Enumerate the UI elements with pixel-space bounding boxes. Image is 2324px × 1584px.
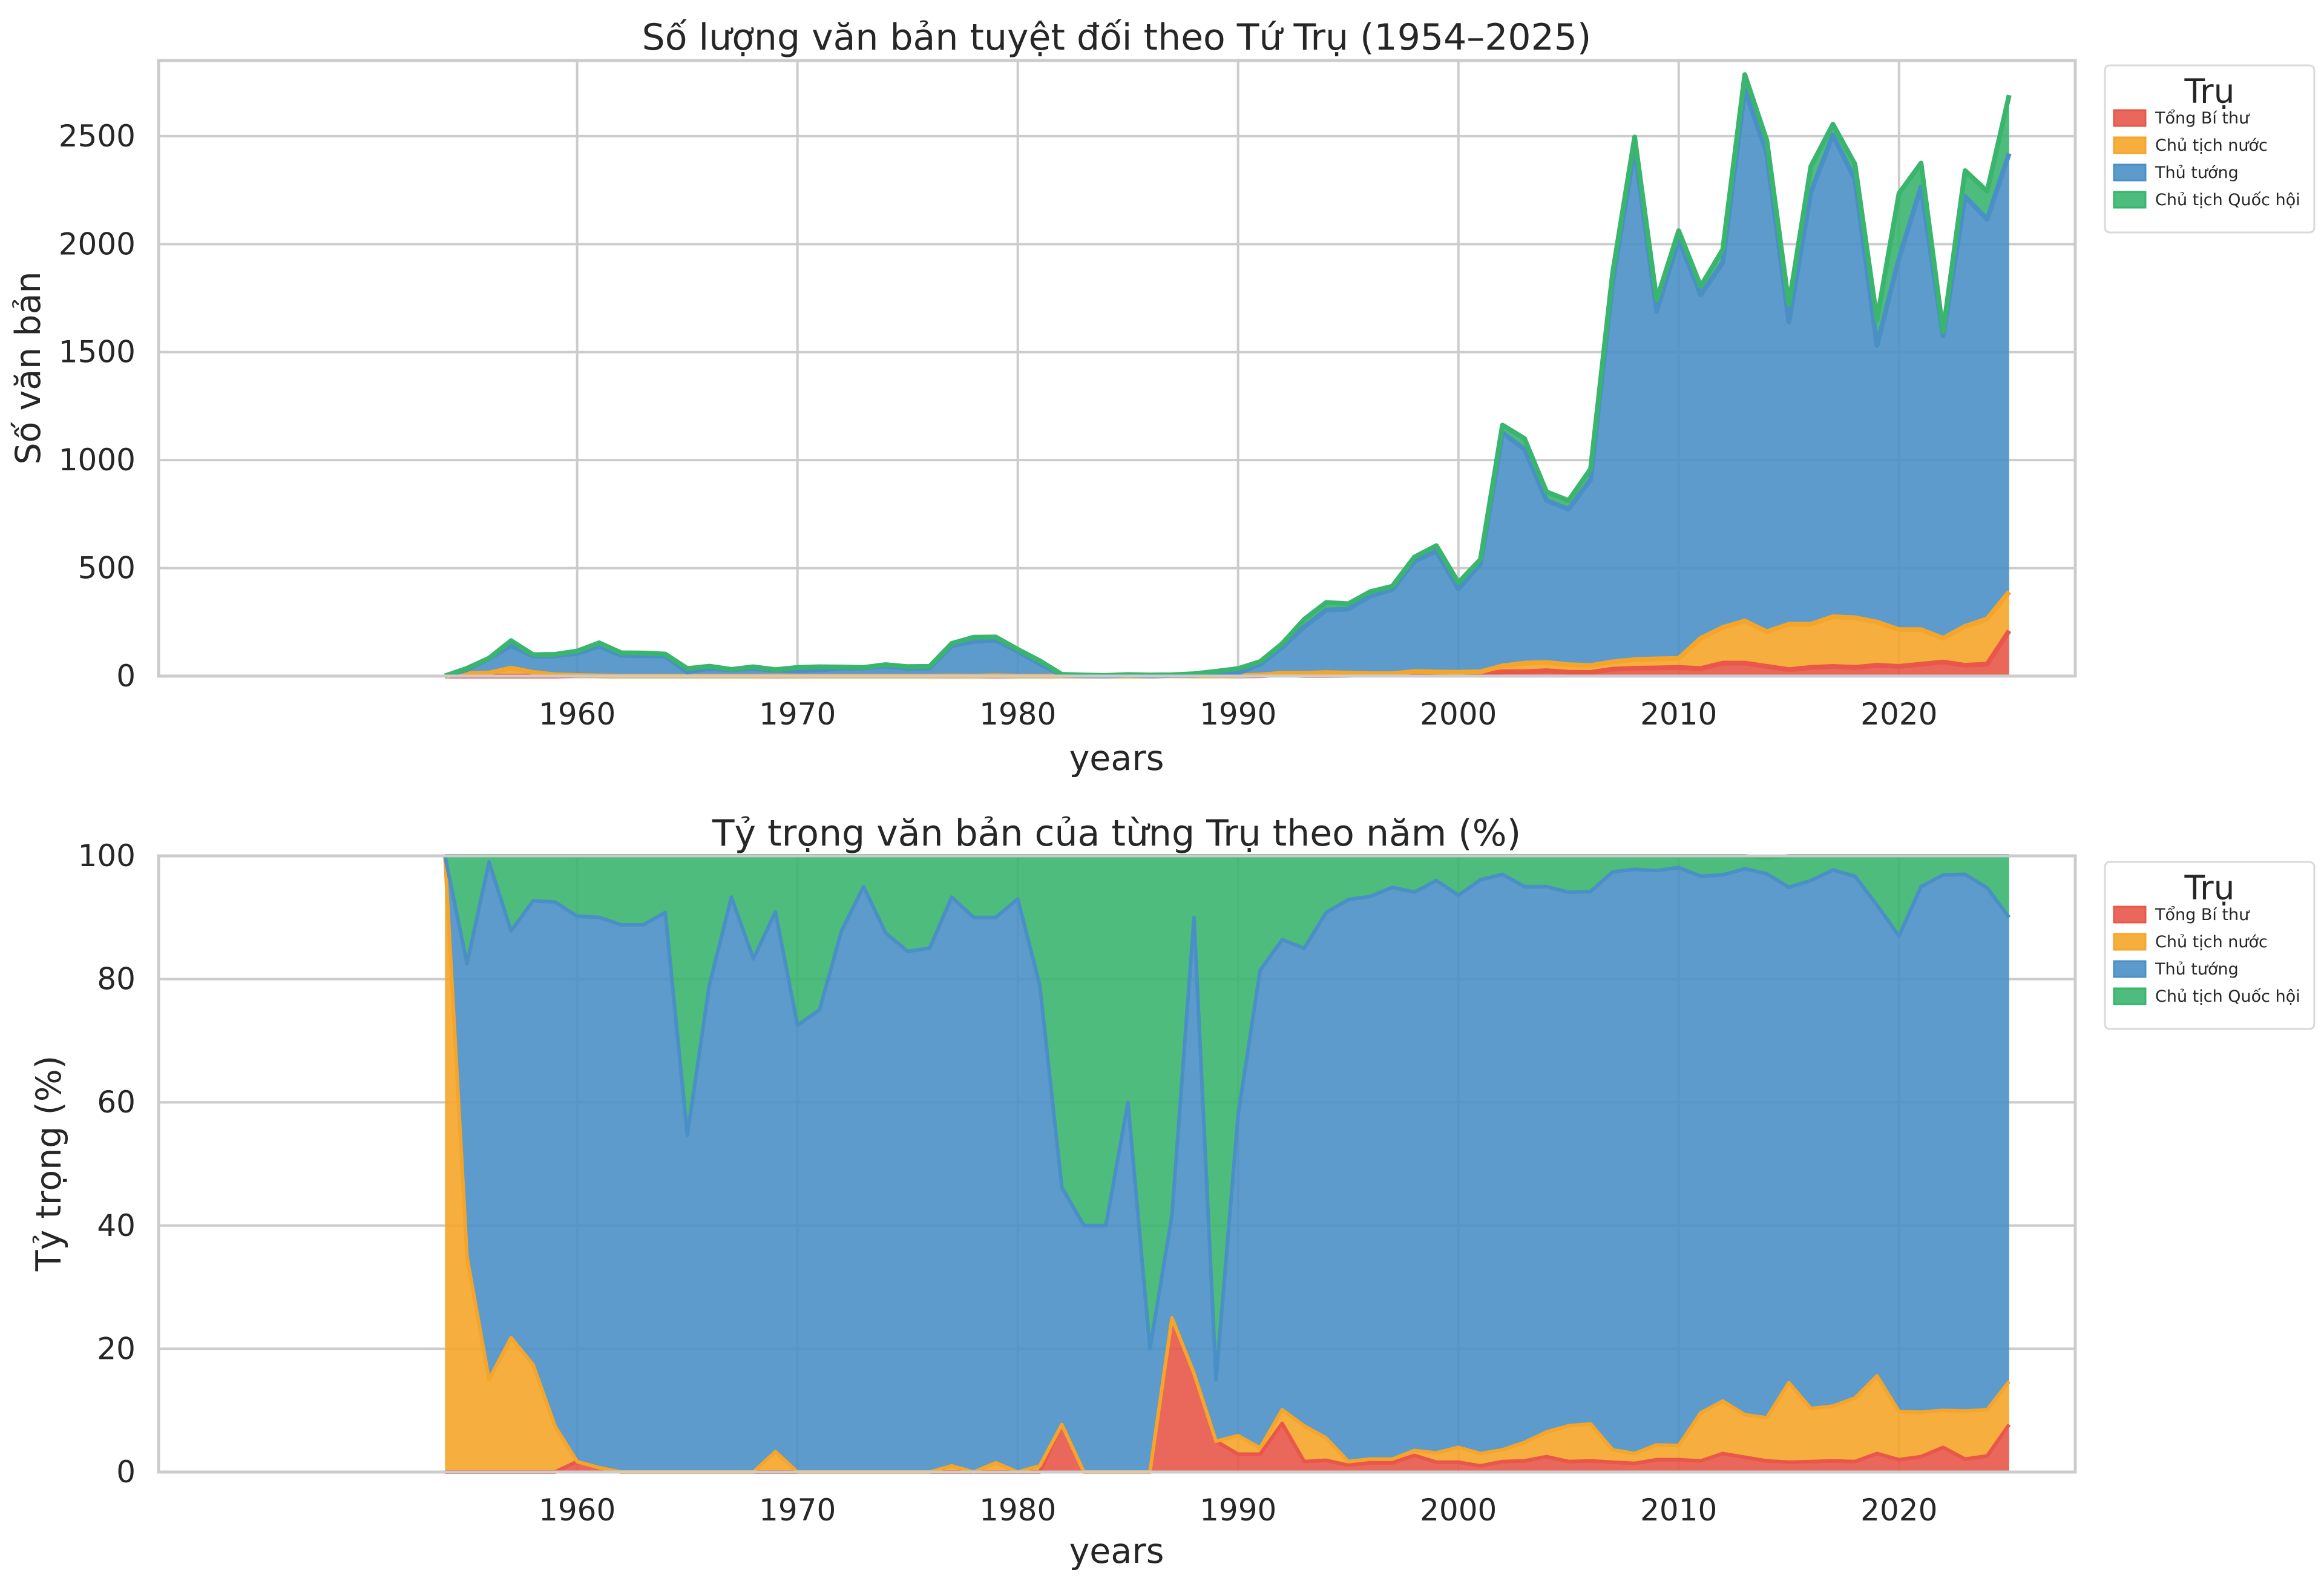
legend-swatch: [2113, 136, 2147, 154]
x-tick-label: 2010: [1640, 697, 1717, 732]
y-tick-label: 500: [78, 551, 136, 586]
plot-frame: [157, 59, 2077, 678]
line-Chủ tịch Quốc hội: [444, 72, 2012, 679]
x-tick-label: 2020: [1860, 1493, 1937, 1528]
legend-label: Chủ tịch Quốc hội: [2155, 987, 2300, 1006]
x-tick-label: 1990: [1200, 1493, 1276, 1528]
legend-label: Chủ tịch Quốc hội: [2155, 191, 2300, 209]
legend-swatch: [2113, 191, 2147, 209]
legend-items: Tổng Bí thư Chủ tịch nước Thủ tướng Chủ tịc…: [2113, 109, 2300, 209]
y-tick-label: 80: [97, 962, 136, 997]
y-axis-label: Tỷ trọng (%): [29, 1056, 69, 1272]
y-tick-label: 0: [116, 659, 136, 694]
legend-frame: [2104, 861, 2316, 1030]
y-tick-label: 20: [97, 1331, 136, 1366]
x-tick-label: 1960: [539, 1493, 615, 1528]
legend-label: Chủ tịch nước: [2155, 933, 2268, 951]
x-tick-label: 1990: [1200, 697, 1276, 732]
x-tick-labels: 1960 1970 1980 1990 2000 2010 2020: [539, 697, 1937, 732]
y-axis-label: Số văn bản: [8, 271, 48, 464]
x-tick-label: 2020: [1860, 697, 1937, 732]
area-Tổng Bí thư: [445, 631, 2009, 676]
x-tick-label: 1980: [979, 1493, 1056, 1528]
legend-label: Chủ tịch nước: [2155, 136, 2268, 155]
y-tick-label: 100: [78, 838, 136, 873]
y-tick-label: 2500: [59, 119, 136, 154]
legend-swatch: [2113, 109, 2147, 127]
x-tick-label: 1970: [759, 697, 836, 732]
legend: Trụ Tổng Bí thư Chủ tịch nước Thủ tướng Chủ…: [2104, 861, 2316, 1030]
y-tick-label: 1500: [59, 335, 136, 370]
stacked-areas: [445, 74, 2009, 676]
legend-swatch: [2113, 960, 2147, 978]
y-tick-label: 2000: [59, 226, 136, 261]
x-axis-label: years: [1069, 1531, 1164, 1571]
x-tick-labels: 1960 1970 1980 1990 2000 2010 2020: [539, 1493, 1937, 1528]
stacked-areas: [445, 856, 2009, 1472]
legend-items: Tổng Bí thư Chủ tịch nước Thủ tướng Chủ tịc…: [2113, 905, 2300, 1006]
chart-title: Số lượng văn bản tuyệt đối theo Tứ Trụ (…: [642, 16, 1592, 59]
x-tick-label: 1960: [539, 697, 615, 732]
area-Thủ tướng: [445, 90, 2009, 676]
y-tick-label: 60: [97, 1085, 136, 1120]
legend-swatch: [2113, 933, 2147, 951]
legend-frame: [2104, 64, 2316, 234]
y-tick-label: 0: [116, 1454, 136, 1490]
x-tick-label: 2000: [1420, 1493, 1497, 1528]
y-tick-label: 1000: [59, 442, 136, 478]
legend-swatch: [2113, 163, 2147, 182]
y-tick-label: 40: [97, 1208, 136, 1243]
area-Thủ tướng: [445, 856, 2009, 1472]
y-tick-labels: 0 20 40 60 80 100: [78, 838, 136, 1490]
legend-swatch: [2113, 905, 2147, 924]
line-Thủ tướng: [443, 855, 2011, 1382]
area-Chủ tịch Quốc hội: [445, 856, 2009, 1380]
legend-title: Trụ: [2184, 72, 2235, 111]
legend: Trụ Tổng Bí thư Chủ tịch nước Thủ tướng Chủ…: [2104, 64, 2316, 234]
legend-label: Tổng Bí thư: [2155, 905, 2250, 924]
x-axis-label: years: [1069, 738, 1164, 778]
x-tick-label: 1980: [979, 697, 1056, 732]
legend-label: Thủ tướng: [2155, 163, 2239, 182]
percentage-share-chart: Tỷ trọng văn bản của từng Trụ theo năm (…: [29, 812, 2316, 1571]
y-tick-labels: 0 500 1000 1500 2000 2500: [59, 119, 136, 694]
legend-title: Trụ: [2184, 869, 2235, 907]
area-Chủ tịch nước: [445, 856, 2009, 1472]
absolute-count-chart: Số lượng văn bản tuyệt đối theo Tứ Trụ (…: [8, 16, 2316, 778]
chart-title: Tỷ trọng văn bản của từng Trụ theo năm (…: [712, 812, 1521, 855]
legend-label: Tổng Bí thư: [2155, 109, 2250, 128]
legend-label: Thủ tướng: [2155, 960, 2239, 979]
x-tick-label: 1970: [759, 1493, 836, 1528]
plot-frame: [157, 854, 2077, 1474]
x-tick-label: 2010: [1640, 1493, 1717, 1528]
legend-swatch: [2113, 987, 2147, 1005]
x-tick-label: 2000: [1420, 697, 1497, 732]
